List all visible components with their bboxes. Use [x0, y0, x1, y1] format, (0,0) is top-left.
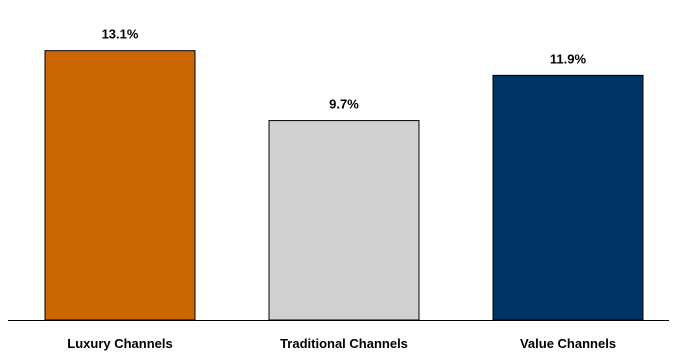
- category-label-traditional-channels: Traditional Channels: [280, 336, 408, 351]
- category-label-value-channels: Value Channels: [520, 336, 616, 351]
- bar-luxury-channels: [44, 50, 196, 321]
- category-labels-layer: Luxury Channels Traditional Channels Value…: [67, 336, 616, 351]
- category-label-luxury-channels: Luxury Channels: [67, 336, 172, 351]
- bars-layer: [44, 50, 644, 321]
- bar-traditional-channels: [268, 120, 420, 321]
- data-label-luxury-channels: 13.1%: [102, 27, 139, 42]
- data-label-traditional-channels: 9.7%: [329, 97, 359, 112]
- bar-value-channels: [492, 74, 644, 321]
- data-labels-layer: 13.1% 9.7% 11.9%: [102, 27, 587, 112]
- data-label-value-channels: 11.9%: [550, 51, 587, 66]
